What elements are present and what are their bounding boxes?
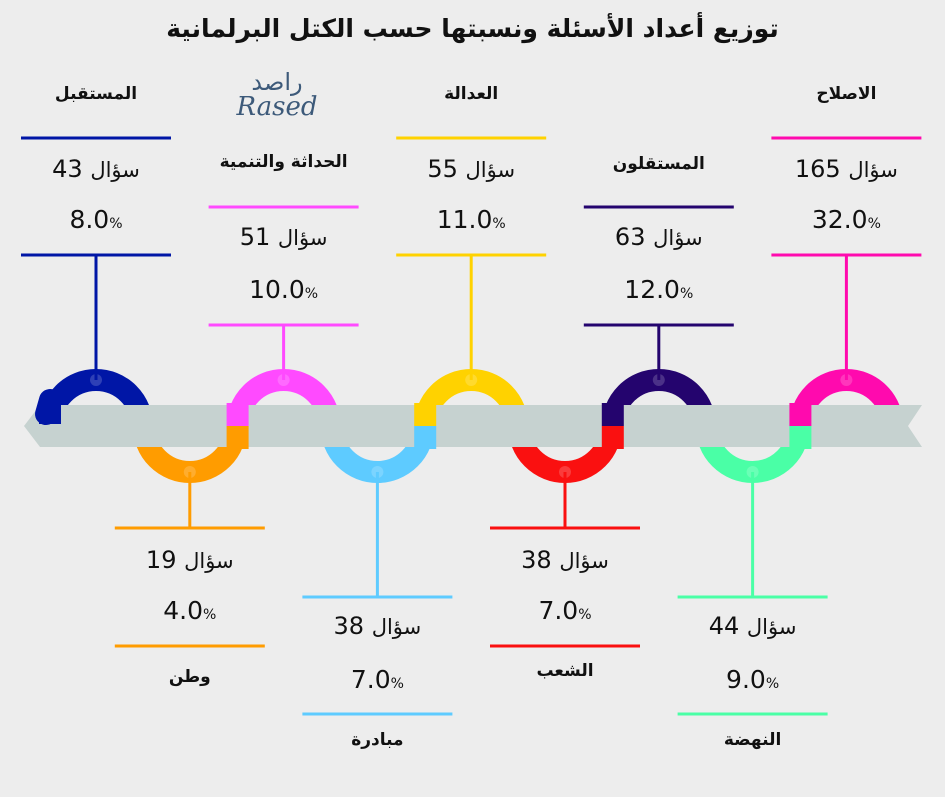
count-unit: سؤال <box>746 615 797 639</box>
percent-value: 7.0 <box>538 596 579 625</box>
bloc-name: الحداثة والتنمية <box>219 152 348 172</box>
percent-sign: % <box>867 216 881 232</box>
count-unit: سؤال <box>277 226 328 250</box>
question-percent: 7.0% <box>485 596 645 625</box>
count-unit: سؤال <box>90 158 140 182</box>
question-percent: 9.0% <box>673 665 833 694</box>
question-count: 51 سؤال <box>204 223 364 251</box>
count-value: 63 <box>614 223 646 251</box>
percent-value: 9.0 <box>726 665 766 694</box>
count-unit: سؤال <box>371 615 422 639</box>
question-count: 38 سؤال <box>485 546 645 574</box>
ribbon-front-segment <box>226 403 249 426</box>
question-count: 43 سؤال <box>16 155 176 183</box>
percent-value: 11.0 <box>436 205 493 234</box>
percent-value: 10.0 <box>249 275 305 304</box>
percent-sign: % <box>304 286 319 302</box>
question-count: 55 سؤال <box>391 155 551 183</box>
count-unit: سؤال <box>465 158 516 182</box>
percent-sign: % <box>109 216 123 232</box>
question-percent: 7.0% <box>297 665 457 694</box>
percent-value: 32.0 <box>811 205 868 234</box>
bloc-name: مبادرة <box>351 730 404 750</box>
percent-sign: % <box>203 607 217 623</box>
question-count: 44 سؤال <box>673 612 833 640</box>
count-value: 165 <box>794 155 841 183</box>
chart-title: توزيع أعداد الأسئلة ونسبتها حسب الكتل ال… <box>166 14 779 43</box>
question-percent: 12.0% <box>579 275 739 304</box>
count-value: 43 <box>52 155 83 183</box>
question-percent: 4.0% <box>110 596 270 625</box>
bloc-name: المستقبل <box>54 84 138 104</box>
percent-value: 8.0 <box>69 205 110 234</box>
count-value: 38 <box>521 546 552 574</box>
count-unit: سؤال <box>559 549 609 573</box>
ribbon-front-segment <box>414 426 437 449</box>
ribbon-front-segment <box>414 403 437 426</box>
ribbon-front-segment <box>601 403 624 426</box>
logo-arabic: راصد <box>251 68 303 96</box>
question-percent: 8.0% <box>16 205 176 234</box>
logo-latin: Rased <box>236 92 318 122</box>
bloc-name: النهضة <box>723 730 782 750</box>
count-value: 44 <box>708 612 740 640</box>
question-percent: 11.0% <box>391 205 551 234</box>
question-percent: 32.0% <box>766 205 926 234</box>
ribbon-front-segment <box>601 426 624 449</box>
bloc-name: العدالة <box>444 84 499 104</box>
question-count: 19 سؤال <box>110 546 270 574</box>
percent-sign: % <box>492 216 506 232</box>
bloc-name: الاصلاح <box>816 84 877 104</box>
percent-sign: % <box>578 607 592 623</box>
bloc-name: وطن <box>168 667 211 687</box>
ribbon-front-segment <box>789 426 812 449</box>
question-count: 165 سؤال <box>766 155 926 183</box>
ribbon-front-segment <box>789 403 812 426</box>
ribbon <box>24 405 922 447</box>
percent-value: 4.0 <box>163 596 204 625</box>
bloc-name: الشعب <box>536 661 594 681</box>
count-unit: سؤال <box>184 549 234 573</box>
percent-sign: % <box>765 676 780 692</box>
count-value: 19 <box>145 546 177 574</box>
percent-sign: % <box>390 676 404 692</box>
question-percent: 10.0% <box>204 275 364 304</box>
count-unit: سؤال <box>848 158 898 182</box>
count-value: 51 <box>239 223 271 251</box>
question-count: 63 سؤال <box>579 223 739 251</box>
question-count: 38 سؤال <box>297 612 457 640</box>
count-unit: سؤال <box>653 226 703 250</box>
percent-sign: % <box>679 286 694 302</box>
ribbon-front-segment <box>226 426 249 449</box>
count-value: 55 <box>427 155 458 183</box>
bloc-name: المستقلون <box>612 154 705 174</box>
count-value: 38 <box>333 612 365 640</box>
ribbon-end-cap <box>35 389 61 425</box>
rased-logo: راصد Rased <box>222 68 332 122</box>
percent-value: 12.0 <box>624 275 680 304</box>
percent-value: 7.0 <box>350 665 391 694</box>
